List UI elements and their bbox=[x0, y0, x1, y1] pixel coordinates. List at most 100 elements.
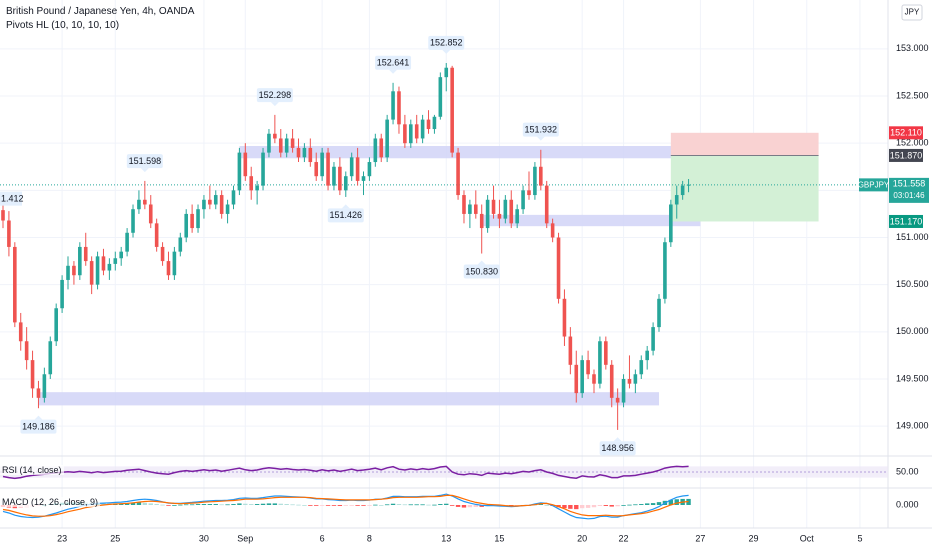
macd-histogram-bar bbox=[426, 504, 431, 506]
candle bbox=[568, 327, 573, 375]
macd-histogram-bar bbox=[296, 504, 301, 506]
candle-body bbox=[627, 378, 632, 384]
pivot-label-box-6 bbox=[463, 264, 500, 279]
candle-body bbox=[456, 152, 460, 196]
pivot-label-box-0 bbox=[20, 419, 57, 434]
candle bbox=[131, 204, 135, 238]
candle-body bbox=[592, 374, 596, 384]
price-axis-tick-8: 149.000 bbox=[896, 421, 929, 431]
candle-body bbox=[444, 67, 449, 78]
candle bbox=[202, 195, 206, 219]
target-price-tag-box bbox=[889, 214, 923, 228]
candle-body bbox=[284, 138, 289, 153]
macd-histogram-bar bbox=[449, 505, 455, 506]
macd-histogram-bar bbox=[373, 504, 378, 506]
candle-body bbox=[1, 210, 5, 221]
macd-histogram-bar bbox=[130, 502, 136, 505]
pivot-label-pointer-4 bbox=[389, 69, 398, 74]
candle-body bbox=[533, 166, 537, 196]
candle bbox=[326, 147, 330, 191]
candle bbox=[657, 294, 661, 332]
macd-histogram-bar bbox=[621, 505, 626, 506]
macd-histogram-bar bbox=[254, 504, 260, 505]
candle bbox=[78, 242, 82, 280]
candle bbox=[196, 204, 200, 233]
candle bbox=[349, 152, 354, 181]
candle bbox=[255, 180, 259, 205]
candle bbox=[686, 179, 691, 193]
candle bbox=[267, 129, 271, 158]
candle-body bbox=[568, 336, 573, 365]
pivot-label-5: 152.852 bbox=[430, 38, 463, 48]
candle-body bbox=[491, 199, 496, 214]
currency-badge: JPY bbox=[905, 8, 920, 17]
time-axis-tick-10: 27 bbox=[695, 533, 705, 543]
candle-body bbox=[550, 223, 555, 238]
candle-body bbox=[663, 242, 667, 299]
stop-price-tag: 152.110 bbox=[890, 128, 922, 138]
candle bbox=[674, 185, 679, 219]
left-edge-label: 1.412 bbox=[1, 194, 24, 204]
macd-histogram-bar bbox=[172, 505, 177, 506]
macd-legend[interactable]: MACD (12, 26, close, 9) bbox=[0, 497, 101, 507]
macd-histogram-bar bbox=[644, 503, 650, 505]
macd-histogram-bar bbox=[538, 504, 544, 505]
rsi-axis-label: 50.00 bbox=[896, 466, 919, 476]
pivot-label-box-7 bbox=[522, 122, 559, 137]
macd-histogram-bar bbox=[349, 505, 354, 506]
candle-body bbox=[54, 308, 58, 342]
candle bbox=[550, 218, 555, 243]
candle-body bbox=[273, 133, 277, 139]
candle-body bbox=[497, 213, 502, 219]
macd-histogram-bar bbox=[479, 505, 484, 507]
macd-histogram-bar bbox=[302, 505, 307, 506]
candle-body bbox=[42, 374, 47, 398]
candle bbox=[663, 237, 667, 304]
candle-body bbox=[196, 209, 200, 229]
candle bbox=[456, 147, 460, 200]
candle-body bbox=[349, 157, 354, 177]
macd-histogram-bar bbox=[184, 504, 189, 506]
candle-body bbox=[237, 152, 242, 191]
time-axis-tick-6: 13 bbox=[441, 533, 451, 543]
candle-body bbox=[604, 341, 608, 365]
candle-body bbox=[267, 133, 271, 153]
candle-body bbox=[686, 184, 691, 186]
candle bbox=[83, 232, 88, 266]
macd-histogram-bar bbox=[355, 505, 360, 506]
support-resistance-zone-2 bbox=[38, 392, 660, 406]
candle bbox=[408, 119, 413, 148]
candle bbox=[18, 312, 23, 351]
support-resistance-zone-0 bbox=[239, 146, 701, 159]
left-edge-label-box bbox=[0, 191, 22, 206]
pivot-label-8: 148.956 bbox=[601, 443, 634, 453]
candle bbox=[1, 205, 5, 229]
candle bbox=[444, 63, 449, 92]
pivot-label-pointer-1 bbox=[140, 168, 149, 173]
candle-body bbox=[36, 388, 41, 398]
candle bbox=[391, 82, 395, 125]
candle-body bbox=[586, 360, 590, 375]
candle bbox=[208, 185, 212, 210]
rsi-legend[interactable]: RSI (14, close) bbox=[0, 465, 64, 475]
last-price-tag-box bbox=[889, 177, 929, 203]
price-axis-tick-2: 152.000 bbox=[896, 138, 929, 148]
time-axis-tick-2: 30 bbox=[199, 533, 209, 543]
candle bbox=[178, 232, 183, 257]
candle-body bbox=[166, 261, 171, 276]
candle-body bbox=[107, 263, 112, 271]
candle bbox=[397, 86, 401, 134]
macd-histogram-bar bbox=[142, 502, 148, 505]
candle bbox=[645, 345, 649, 370]
pivot-label-3: 151.426 bbox=[330, 210, 363, 220]
indicator-legend-pivots[interactable]: Pivots HL (10, 10, 10, 10) bbox=[6, 20, 120, 31]
macd-histogram-bar bbox=[455, 505, 461, 507]
candle-body bbox=[462, 195, 466, 214]
candle-body bbox=[249, 176, 254, 191]
macd-histogram-bar bbox=[414, 504, 419, 506]
entry-price-tag: 151.870 bbox=[890, 150, 923, 160]
currency-badge-box bbox=[901, 4, 923, 21]
macd-histogram-bar bbox=[361, 505, 366, 506]
